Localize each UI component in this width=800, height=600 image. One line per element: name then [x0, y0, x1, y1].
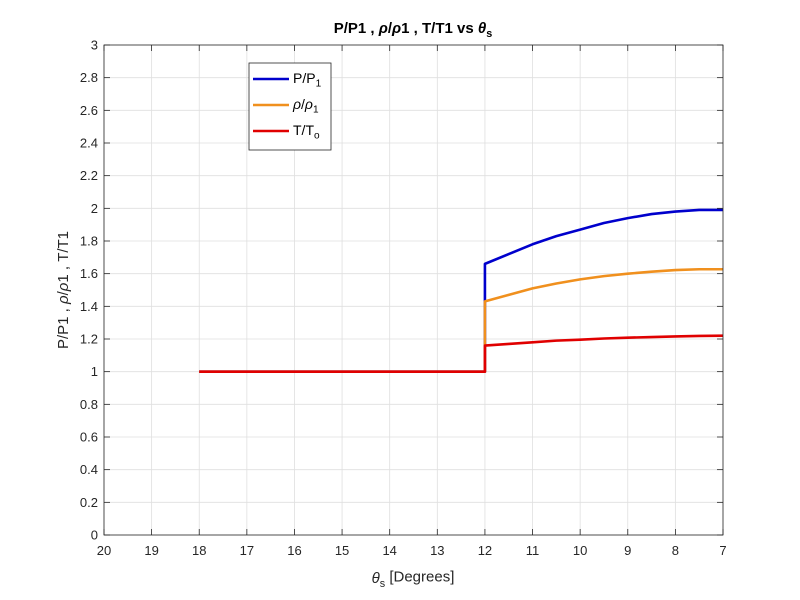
text-part: / [55, 290, 72, 295]
plot-area [104, 45, 723, 535]
x-tick-label: 11 [526, 543, 540, 558]
tick-marks [103, 44, 724, 536]
text-part: P/P1 , [55, 304, 72, 349]
y-tick-label: 0.4 [80, 462, 98, 477]
text-part: T/T [293, 122, 314, 138]
text-part: / [388, 20, 393, 37]
legend-box [248, 62, 332, 151]
x-tick-label: 8 [672, 543, 679, 558]
y-tick-label: 0.6 [80, 430, 98, 445]
legend-label-1: ρ/ρ1 [292, 96, 319, 116]
y-tick-labels: 0 0.2 0.4 0.6 0.8 1 1.2 1.4 1.6 1.8 2 2.2 2.4 2.6 2.8 3 [80, 38, 98, 543]
text-part: s [380, 578, 386, 590]
y-tick-label: 1 [91, 364, 98, 379]
plot-frame [103, 44, 724, 536]
x-tick-label: 16 [287, 543, 301, 558]
text-part: 1 , T/T1 vs [401, 20, 478, 37]
legend-label-2: T/To [293, 122, 320, 142]
legend-label-0: P/P1 [293, 70, 322, 90]
x-tick-label: 19 [144, 543, 158, 558]
text-part: s [486, 28, 492, 40]
text-part: ρ [55, 295, 72, 305]
y-tick-label: 2.6 [80, 103, 98, 118]
text-part: / [301, 96, 305, 112]
x-tick-label: 9 [624, 543, 631, 558]
series-line-0 [199, 208, 723, 373]
x-tick-labels: 20 19 18 17 16 15 14 13 12 11 10 9 8 7 [97, 543, 727, 558]
x-axis-label: θs [Degrees] [372, 569, 455, 590]
text-part: 1 [316, 79, 322, 90]
x-tick-label: 7 [719, 543, 726, 558]
text-part: ρ [391, 20, 401, 37]
legend: P/P1ρ/ρ1T/To [248, 62, 332, 151]
y-tick-label: 2.2 [80, 168, 98, 183]
text-part: ρ [304, 96, 313, 112]
text-part: 1 , T/T1 [55, 231, 72, 283]
text-part: θ [372, 570, 380, 587]
text-part: 1 [313, 105, 319, 116]
text-part: ρ [55, 282, 72, 292]
x-tick-label: 14 [382, 543, 396, 558]
x-tick-label: 12 [478, 543, 492, 558]
y-tick-label: 2 [91, 201, 98, 216]
y-tick-label: 0.2 [80, 495, 98, 510]
text-part: [Degrees] [385, 569, 454, 586]
text-part: θ [478, 20, 487, 37]
y-tick-label: 0.8 [80, 397, 98, 412]
text-part: P/P1 , [334, 20, 379, 37]
y-tick-label: 3 [91, 38, 98, 53]
y-tick-label: 2.4 [80, 136, 98, 151]
text-part: ρ [292, 96, 301, 112]
y-tick-label: 1.4 [80, 299, 98, 314]
text-part: ρ [378, 20, 388, 37]
x-tick-label: 13 [430, 543, 444, 558]
y-tick-label: 1.6 [80, 266, 98, 281]
y-axis-label: P/P1 , ρ/ρ1 , T/T1 [55, 231, 72, 349]
y-tick-label: 1.8 [80, 234, 98, 249]
series-line-2 [199, 334, 724, 373]
series-group [199, 208, 724, 373]
y-tick-label: 2.8 [80, 70, 98, 85]
x-tick-label: 20 [97, 543, 111, 558]
x-tick-label: 18 [192, 543, 206, 558]
series-line-1 [199, 267, 723, 373]
x-tick-label: 10 [573, 543, 587, 558]
text-part: o [314, 131, 320, 142]
y-tick-label: 1.2 [80, 332, 98, 347]
text-part: P/P [293, 70, 316, 86]
chart-title: P/P1 , ρ/ρ1 , T/T1 vs θs [334, 20, 492, 40]
y-tick-label: 0 [91, 528, 98, 543]
x-tick-label: 15 [335, 543, 349, 558]
x-tick-label: 17 [240, 543, 254, 558]
